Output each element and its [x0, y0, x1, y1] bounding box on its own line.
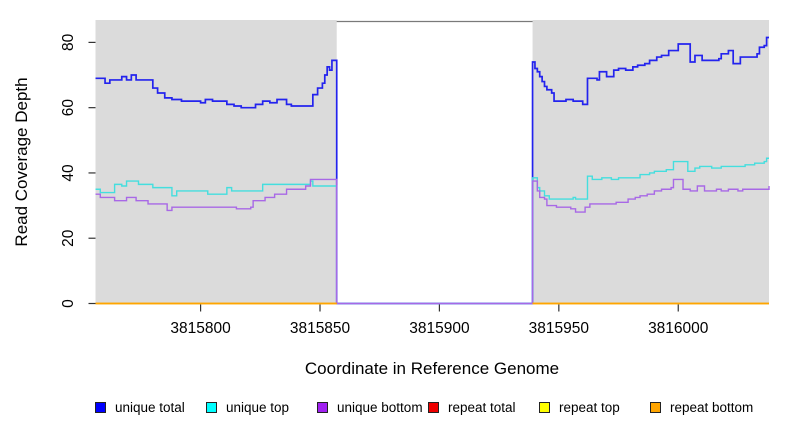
series-lines [95, 36, 770, 305]
y-axis-title: Read Coverage Depth [12, 77, 31, 246]
legend-item-unique-top: unique top [206, 397, 289, 417]
shaded-region [532, 20, 769, 304]
y-tick-label: 20 [60, 229, 77, 247]
legend-label: repeat total [448, 399, 516, 415]
series-line-unique-top [95, 157, 769, 305]
legend-label: repeat bottom [670, 399, 754, 415]
x-tick-label: 3815950 [529, 320, 590, 337]
legend-item-repeat-bottom: repeat bottom [650, 397, 753, 417]
series-line-unique-bottom [95, 178, 770, 305]
legend: unique total unique top unique bottom repea… [0, 397, 792, 421]
legend-label: unique bottom [337, 399, 423, 415]
y-tick-label: 0 [60, 299, 77, 308]
y-tick-label: 60 [60, 99, 77, 117]
x-tick-label: 3815900 [409, 320, 470, 337]
legend-label: unique top [226, 399, 290, 415]
legend-item-repeat-top: repeat top [539, 397, 620, 417]
legend-label: repeat top [559, 399, 620, 415]
x-tick-label: 3815800 [170, 320, 231, 337]
legend-item-repeat-total: repeat total [428, 397, 516, 417]
legend-swatch-unique-top [206, 401, 217, 413]
shaded-regions [95, 20, 769, 304]
y-tick-label: 40 [60, 164, 77, 182]
legend-swatch-unique-bottom [317, 401, 328, 413]
x-tick-label: 3815850 [290, 320, 351, 337]
legend-swatch-repeat-bottom [650, 401, 661, 413]
legend-swatch-repeat-top [539, 401, 550, 413]
axes: 3815800 3815850 3815900 3815950 3816000 0 20 40… [60, 33, 709, 337]
legend-swatch-repeat-total [428, 401, 439, 413]
legend-label: unique total [115, 399, 185, 415]
x-tick-label: 3816000 [648, 320, 709, 337]
y-tick-label: 80 [60, 33, 77, 51]
x-axis-title: Coordinate in Reference Genome [305, 359, 559, 378]
legend-item-unique-bottom: unique bottom [317, 397, 423, 417]
legend-swatch-unique-total [95, 401, 106, 413]
shaded-region [95, 20, 337, 304]
legend-item-unique-total: unique total [95, 397, 185, 417]
series-line-unique-total [95, 36, 769, 305]
